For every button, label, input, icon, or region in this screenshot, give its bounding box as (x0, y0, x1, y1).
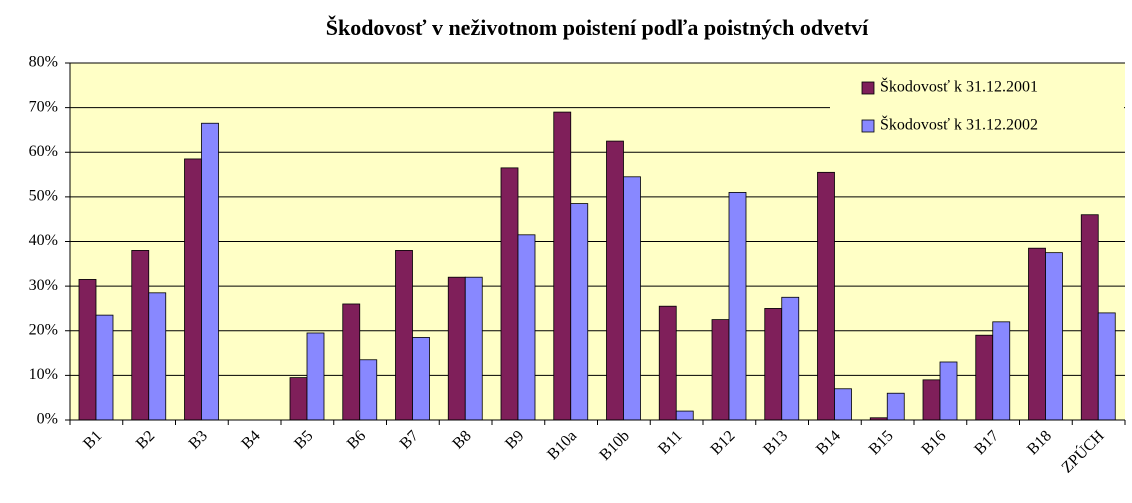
x-tick-label: B1 (80, 427, 105, 452)
x-tick-label: B3 (186, 427, 211, 452)
bar (78, 279, 97, 421)
bar (395, 250, 413, 421)
x-tick-label: B16 (919, 427, 950, 458)
x-tick-label: B2 (133, 427, 158, 452)
bar (606, 140, 624, 421)
y-tick-label: 60% (29, 143, 58, 160)
bar (464, 276, 483, 421)
bar (201, 122, 219, 421)
bar (728, 192, 747, 421)
bar (359, 359, 378, 421)
bar (500, 167, 519, 421)
bar (975, 334, 994, 421)
bar (95, 314, 114, 421)
x-tick-label: B17 (971, 427, 1002, 458)
bar (834, 388, 852, 421)
x-tick-label: B8 (449, 427, 474, 452)
bar (447, 276, 466, 421)
bar (131, 250, 150, 421)
legend-swatch (861, 81, 875, 95)
bar (817, 171, 835, 421)
bar (711, 319, 730, 421)
y-tick-label: 0% (37, 411, 58, 428)
x-tick-label: B4 (238, 427, 263, 452)
bar (939, 361, 958, 421)
x-tick-label: B11 (655, 427, 685, 457)
y-tick-label: 20% (29, 321, 58, 338)
bar (1080, 214, 1099, 421)
bar (886, 392, 905, 421)
x-tick-label: B10b (596, 427, 633, 464)
legend (830, 68, 1124, 148)
x-tick-label: B7 (397, 427, 422, 452)
bar (517, 234, 536, 421)
bar (553, 111, 572, 421)
bar (184, 158, 202, 421)
chart-title: Škodovosť v neživotnom poistení podľa po… (326, 15, 869, 40)
bar (992, 321, 1011, 421)
bar (781, 296, 800, 421)
x-tick-label: B5 (291, 427, 316, 452)
legend-label: Škodovosť k 31.12.2001 (880, 77, 1038, 96)
legend-label: Škodovosť k 31.12.2002 (880, 115, 1038, 134)
y-tick-label: 80% (29, 54, 58, 71)
x-tick-label: B13 (760, 427, 791, 458)
y-tick-label: 50% (29, 188, 58, 205)
y-tick-label: 70% (29, 98, 58, 115)
x-tick-label: B18 (1024, 427, 1055, 458)
x-tick-label: B6 (344, 427, 369, 452)
x-tick-label: ZPÚCH (1057, 426, 1108, 477)
bar (342, 303, 361, 421)
bar (764, 308, 783, 421)
x-tick-label: B12 (708, 427, 739, 458)
bar (1045, 252, 1063, 421)
bar (1028, 247, 1046, 421)
legend-swatch (861, 119, 875, 133)
bar (570, 203, 589, 421)
bar (1097, 312, 1116, 421)
bar (675, 410, 694, 421)
x-tick-label: B9 (502, 427, 527, 452)
bar (289, 377, 308, 421)
bar (922, 379, 941, 421)
bar (658, 305, 677, 421)
bar (623, 176, 641, 421)
y-tick-label: 40% (29, 232, 58, 249)
y-tick-label: 30% (29, 277, 58, 294)
bar (148, 292, 167, 421)
y-tick-label: 10% (29, 366, 58, 383)
bar (306, 332, 325, 421)
x-tick-label: B10a (544, 427, 580, 463)
bar (412, 337, 430, 421)
x-tick-label: B15 (866, 427, 897, 458)
x-tick-label: B14 (813, 427, 844, 458)
